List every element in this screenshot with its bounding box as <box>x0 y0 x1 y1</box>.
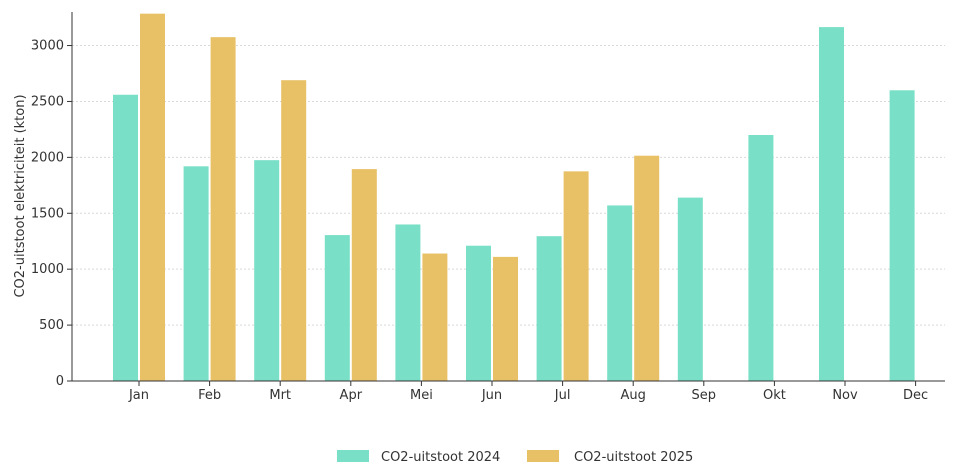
axes <box>71 12 945 382</box>
legend: CO2-uitstoot 2024 CO2-uitstoot 2025 <box>337 450 693 465</box>
y-tick-label: 1500 <box>31 206 64 221</box>
x-tick-label: Sep <box>692 388 717 403</box>
x-tick-label: Dec <box>903 388 928 403</box>
x-tick-label: Apr <box>340 388 363 403</box>
bars <box>113 13 915 382</box>
legend-label: CO2-uitstoot 2024 <box>381 450 500 465</box>
bar-2024 <box>254 160 280 381</box>
y-tick-label: 3000 <box>31 39 64 54</box>
y-tick-label: 2500 <box>31 94 64 109</box>
x-tick-label: Feb <box>198 388 221 403</box>
x-tick-label: Mrt <box>269 388 291 403</box>
x-tick-label: Aug <box>621 388 646 403</box>
bar-2024 <box>113 94 138 381</box>
x-tick-label: Okt <box>763 388 786 403</box>
legend-label: CO2-uitstoot 2025 <box>574 450 693 465</box>
legend-swatch <box>337 450 369 462</box>
bar-2025 <box>281 80 307 381</box>
bar-2024 <box>536 236 562 381</box>
y-tick-label: 1000 <box>31 262 64 277</box>
bar-2025 <box>422 253 448 381</box>
bar-2024 <box>889 90 915 381</box>
bar-2024 <box>607 205 633 381</box>
x-tick-label: Jul <box>554 388 571 403</box>
y-tick-label: 500 <box>39 318 64 333</box>
x-tick-label: Nov <box>832 388 858 403</box>
bar-2024 <box>819 27 844 381</box>
bar-2024 <box>466 245 491 381</box>
legend-swatch <box>527 450 559 462</box>
x-tick-label: Jun <box>481 388 502 403</box>
bar-2024 <box>324 235 350 381</box>
x-tick-label: Mei <box>410 388 433 403</box>
bar-2025 <box>140 13 165 381</box>
bar-2024 <box>748 135 774 381</box>
bar-2025 <box>210 37 236 382</box>
x-tick-label: Jan <box>128 388 149 403</box>
bar-2025 <box>351 169 377 381</box>
bar-2025 <box>563 171 589 381</box>
y-tick-label: 0 <box>56 374 64 389</box>
bar-2024 <box>677 197 703 381</box>
bar-2024 <box>183 166 209 381</box>
bar-2025 <box>634 155 660 381</box>
bar-2025 <box>493 256 518 381</box>
y-axis-title: CO2-uitstoot elektriciteit (kton) <box>13 94 28 297</box>
y-tick-label: 2000 <box>31 150 64 165</box>
x-tick-labels: Jan Feb Mrt Apr Mei Jun Jul Aug Sep Okt Nov Dec <box>128 381 928 403</box>
bar-2024 <box>395 224 421 381</box>
y-tick-labels: 0 500 1000 1500 2000 2500 3000 <box>31 39 64 389</box>
